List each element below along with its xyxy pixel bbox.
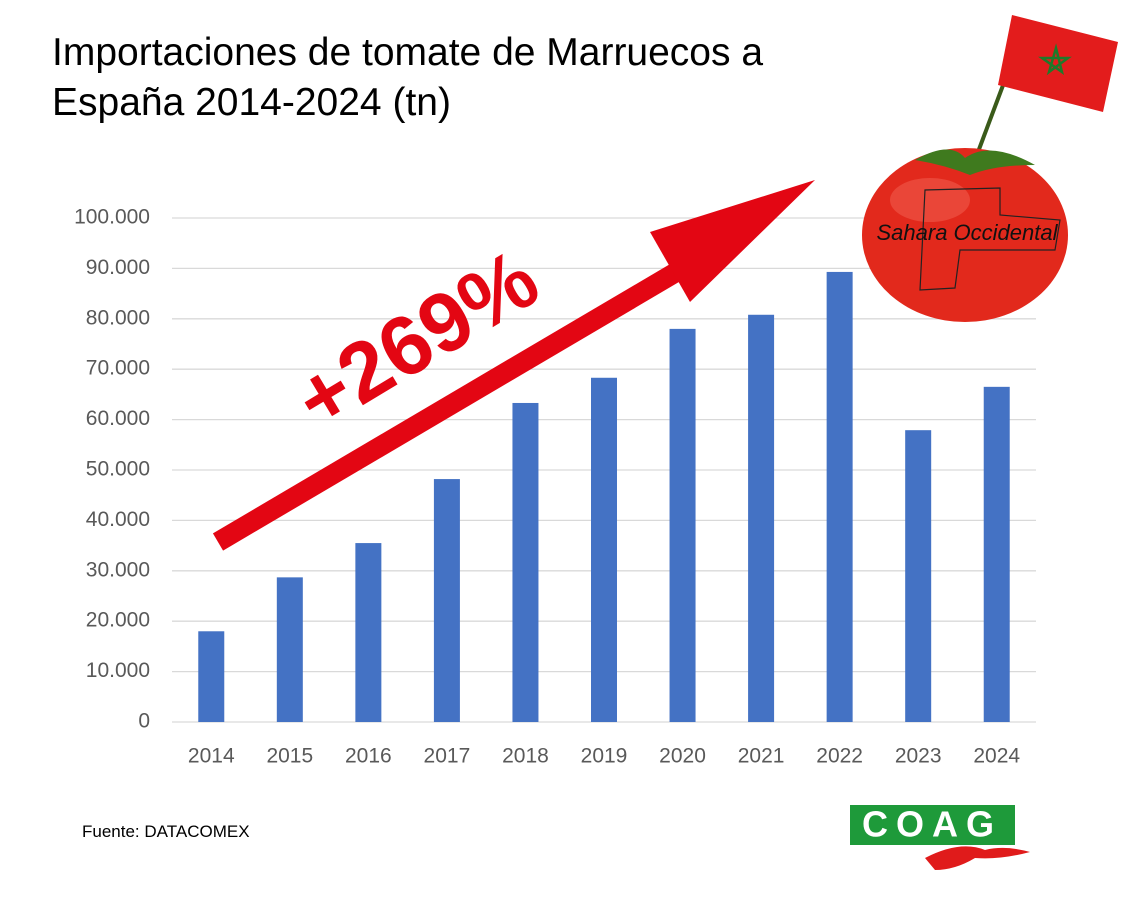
x-tick-label: 2017 xyxy=(424,745,471,768)
x-tick-label: 2022 xyxy=(816,745,863,768)
tomato-label: Sahara Occidental xyxy=(877,220,1059,245)
x-tick-label: 2016 xyxy=(345,745,392,768)
map-outline xyxy=(919,187,1061,291)
tomato-shine xyxy=(890,178,970,222)
bar xyxy=(433,479,460,722)
flag xyxy=(998,15,1118,112)
y-tick-label: 0 xyxy=(138,710,150,733)
x-tick-label: 2024 xyxy=(973,745,1020,768)
bar xyxy=(905,430,932,722)
x-tick-label: 2014 xyxy=(188,745,235,768)
x-tick-label: 2020 xyxy=(659,745,706,768)
bar xyxy=(198,631,225,722)
y-tick-label: 80.000 xyxy=(86,306,150,329)
tomato xyxy=(862,148,1068,322)
x-tick-label: 2018 xyxy=(502,745,549,768)
y-tick-label: 10.000 xyxy=(86,659,150,682)
y-tick-label: 20.000 xyxy=(86,609,150,632)
x-tick-label: 2023 xyxy=(895,745,942,768)
tomato-leaves xyxy=(915,149,1035,175)
bar xyxy=(355,543,382,722)
y-tick-label: 30.000 xyxy=(86,558,150,581)
x-tick-label: 2015 xyxy=(266,745,313,768)
bar xyxy=(512,402,539,722)
bar xyxy=(983,386,1010,722)
chart-title: Importaciones de tomate de Marruecos a E… xyxy=(52,31,764,124)
y-tick-label: 100.000 xyxy=(74,206,150,229)
logo-box xyxy=(850,805,1015,845)
flag-star xyxy=(1038,43,1072,76)
y-tick-label: 70.000 xyxy=(86,357,150,380)
trend-arrow-head xyxy=(650,180,815,302)
y-tick-label: 60.000 xyxy=(86,407,150,430)
source: Fuente: DATACOMEX xyxy=(82,822,250,841)
y-tick-label: 90.000 xyxy=(86,256,150,279)
bar xyxy=(748,314,775,722)
x-tick-label: 2021 xyxy=(738,745,785,768)
bar xyxy=(591,377,617,722)
logo-swoosh xyxy=(925,846,1030,870)
bar xyxy=(669,328,696,722)
bar xyxy=(826,271,853,722)
y-tick-label: 50.000 xyxy=(86,458,150,481)
trend-arrow-shaft xyxy=(212,249,706,551)
y-tick-label: 40.000 xyxy=(86,508,150,531)
x-tick-label: 2019 xyxy=(581,745,628,768)
logo-text: COAG xyxy=(862,804,1002,845)
bar xyxy=(276,577,303,722)
